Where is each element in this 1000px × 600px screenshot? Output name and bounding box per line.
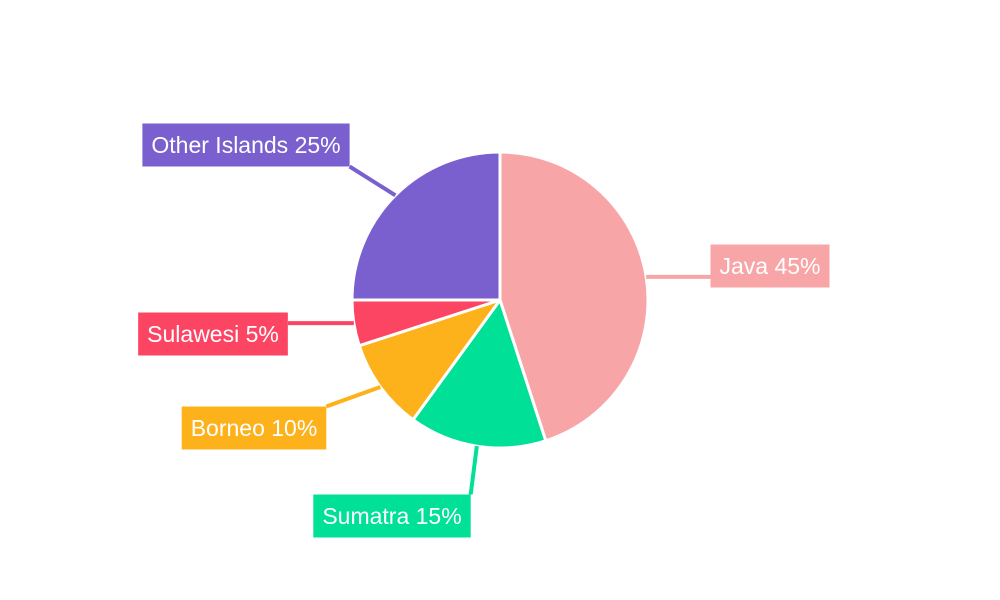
label-box-borneo bbox=[181, 406, 327, 450]
label-box-sumatra bbox=[313, 494, 471, 538]
leader-line-sumatra bbox=[468, 445, 479, 495]
label-sulawesi: Sulawesi 5% bbox=[138, 312, 288, 356]
label-borneo: Borneo 10% bbox=[181, 406, 327, 450]
label-java: Java 45% bbox=[710, 244, 830, 288]
slice-borneo bbox=[357, 298, 502, 422]
slice-labels: Java 45% Sumatra 15% Borneo 10% Sulawesi 5%… bbox=[138, 123, 830, 538]
label-box-sulawesi bbox=[138, 312, 288, 356]
label-text-java: Java 45% bbox=[719, 253, 820, 279]
label-box-java bbox=[710, 244, 830, 288]
slice-java bbox=[498, 150, 650, 443]
pie-slices bbox=[350, 150, 650, 450]
label-text-sumatra: Sumatra 15% bbox=[322, 503, 461, 529]
label-box-other-islands bbox=[142, 123, 350, 167]
label-text-borneo: Borneo 10% bbox=[191, 415, 318, 441]
leader-line-other-islands bbox=[348, 164, 397, 198]
label-text-sulawesi: Sulawesi 5% bbox=[147, 321, 279, 347]
leader-line-borneo bbox=[325, 385, 381, 409]
slice-sumatra bbox=[411, 298, 548, 450]
label-text-other-islands: Other Islands 25% bbox=[151, 132, 340, 158]
label-sumatra: Sumatra 15% bbox=[313, 494, 471, 538]
label-other-islands: Other Islands 25% bbox=[142, 123, 350, 167]
slice-other-islands bbox=[350, 150, 502, 302]
leader-lines bbox=[287, 164, 711, 495]
